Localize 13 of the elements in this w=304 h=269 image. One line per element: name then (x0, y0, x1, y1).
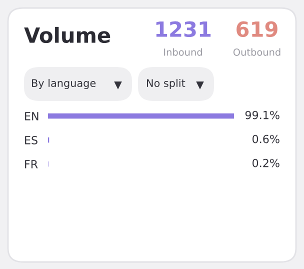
text: Inbound (164, 48, 202, 56)
text: No split (147, 78, 186, 90)
chart-title: Volume (24, 26, 110, 44)
text: 1231 (156, 21, 211, 38)
text: By language (32, 78, 96, 90)
text: Outbound (233, 48, 280, 56)
data-label: 99.1% (245, 110, 280, 120)
y-tick-label: ES (25, 136, 38, 144)
y-tick-label: FR (25, 160, 38, 168)
data-label: 0.2% (252, 158, 280, 168)
y-tick-label: EN (25, 112, 38, 120)
data-label: 0.6% (252, 134, 280, 144)
text: 619 (236, 21, 278, 38)
